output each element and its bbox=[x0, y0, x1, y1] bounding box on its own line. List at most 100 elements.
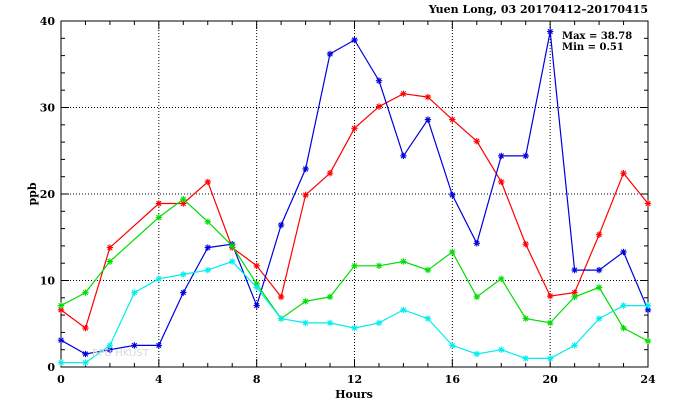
data-point bbox=[253, 284, 260, 291]
data-point bbox=[620, 302, 627, 309]
data-point bbox=[106, 342, 114, 349]
data-point bbox=[595, 266, 603, 274]
data-point bbox=[473, 240, 480, 247]
data-point bbox=[644, 337, 652, 345]
data-point bbox=[449, 248, 456, 256]
y-tick-label: 30 bbox=[40, 102, 56, 115]
data-point bbox=[302, 319, 309, 327]
data-point bbox=[106, 244, 114, 251]
data-point bbox=[400, 258, 407, 265]
data-point bbox=[351, 36, 358, 44]
data-point bbox=[424, 266, 432, 274]
data-point bbox=[571, 293, 578, 301]
data-point bbox=[326, 50, 334, 58]
y-tick-label: 20 bbox=[40, 188, 56, 201]
data-point bbox=[424, 93, 432, 101]
series-1 bbox=[57, 90, 652, 332]
data-point bbox=[644, 302, 652, 309]
data-point bbox=[547, 355, 554, 362]
data-point bbox=[571, 342, 578, 349]
data-point bbox=[595, 315, 603, 322]
data-point bbox=[498, 275, 505, 282]
data-point bbox=[57, 337, 65, 344]
data-point bbox=[57, 302, 65, 309]
data-point bbox=[326, 293, 334, 301]
data-point bbox=[375, 319, 383, 327]
data-point bbox=[400, 90, 407, 97]
data-point bbox=[400, 306, 407, 314]
data-point bbox=[620, 324, 627, 332]
data-point bbox=[82, 359, 89, 366]
data-point bbox=[82, 289, 89, 296]
x-tick-label: 16 bbox=[445, 373, 461, 386]
data-point bbox=[351, 125, 358, 132]
data-point bbox=[547, 319, 554, 327]
data-point bbox=[131, 342, 138, 349]
data-point bbox=[204, 178, 212, 186]
y-tick-label: 0 bbox=[47, 361, 55, 374]
data-point bbox=[277, 221, 285, 229]
data-point bbox=[620, 248, 627, 256]
data-point bbox=[449, 342, 456, 349]
data-point bbox=[228, 258, 236, 265]
data-point bbox=[302, 191, 309, 199]
data-point bbox=[155, 200, 163, 207]
data-point bbox=[424, 315, 432, 322]
data-point bbox=[498, 152, 505, 160]
series-line bbox=[60, 93, 649, 330]
data-point bbox=[155, 214, 163, 221]
data-point bbox=[449, 191, 456, 199]
data-point bbox=[204, 244, 212, 251]
grid-lines bbox=[61, 21, 648, 367]
x-axis-label: Hours bbox=[335, 388, 373, 401]
data-point bbox=[253, 302, 260, 309]
data-point bbox=[180, 195, 187, 203]
data-point bbox=[180, 271, 187, 278]
data-point bbox=[326, 319, 334, 327]
data-point bbox=[228, 242, 236, 250]
x-tick-label: 12 bbox=[347, 373, 362, 386]
y-axis-label: ppb bbox=[26, 182, 39, 205]
data-point bbox=[375, 77, 383, 84]
data-point bbox=[547, 28, 554, 35]
data-point bbox=[620, 169, 627, 177]
data-point bbox=[644, 200, 652, 207]
x-tick-label: 4 bbox=[155, 373, 163, 386]
x-tick-label: 0 bbox=[57, 373, 65, 386]
series-3 bbox=[57, 195, 652, 345]
data-point bbox=[57, 359, 65, 366]
data-point bbox=[155, 275, 163, 282]
data-point bbox=[595, 231, 603, 238]
data-point bbox=[375, 262, 383, 269]
data-point bbox=[400, 152, 407, 160]
series-4 bbox=[57, 258, 652, 366]
data-point bbox=[522, 240, 529, 248]
data-point bbox=[253, 262, 260, 269]
data-point bbox=[449, 116, 456, 123]
data-point bbox=[106, 258, 114, 265]
data-point bbox=[498, 178, 505, 186]
data-point bbox=[351, 262, 358, 269]
data-point bbox=[82, 324, 89, 332]
data-point bbox=[204, 218, 212, 225]
series-layer bbox=[57, 28, 652, 366]
data-point bbox=[180, 289, 187, 296]
x-tick-label: 8 bbox=[253, 373, 261, 386]
data-point bbox=[326, 169, 334, 177]
data-point bbox=[302, 165, 309, 173]
y-tick-label: 40 bbox=[40, 15, 56, 28]
data-point bbox=[595, 284, 603, 291]
data-point bbox=[473, 350, 480, 358]
min-label: Min = 0.51 bbox=[562, 42, 624, 53]
data-point bbox=[571, 266, 578, 274]
x-tick-label: 24 bbox=[640, 373, 656, 386]
data-point bbox=[522, 355, 529, 362]
series-line bbox=[60, 198, 649, 342]
data-point bbox=[473, 137, 480, 145]
data-point bbox=[522, 315, 529, 322]
data-point bbox=[277, 293, 285, 301]
watermark: EPD HKUST bbox=[92, 348, 150, 359]
data-point bbox=[302, 298, 309, 305]
data-point bbox=[498, 346, 505, 353]
